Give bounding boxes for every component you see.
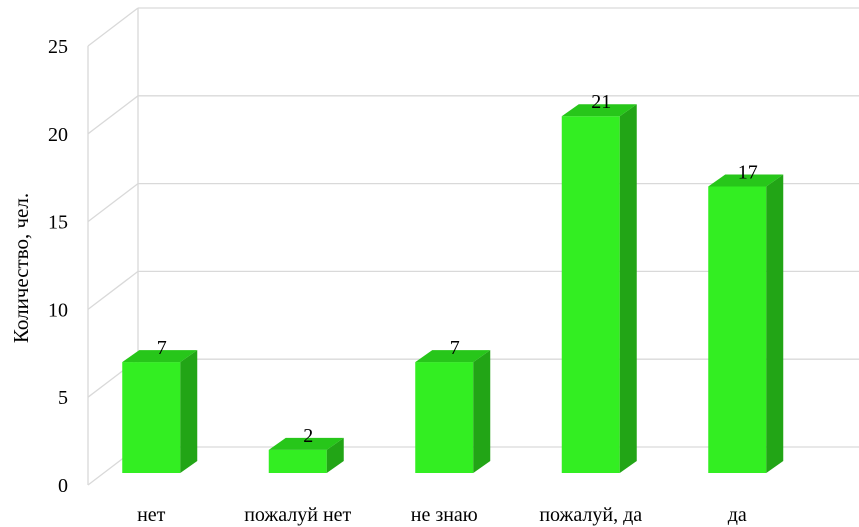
x-category-label: пожалуй, да <box>539 504 642 526</box>
bar-top-face <box>122 350 198 363</box>
bar-top-face <box>268 437 344 450</box>
y-tick-label: 25 <box>48 36 68 58</box>
data-label: 7 <box>157 337 167 359</box>
bar <box>122 350 198 473</box>
bar <box>268 437 344 473</box>
gridline-diagonal <box>87 270 139 310</box>
bar-top-face <box>415 350 491 363</box>
bar-side-face <box>180 350 198 473</box>
y-tick-label: 20 <box>48 124 68 146</box>
data-label: 21 <box>591 91 611 113</box>
bar-side-face <box>619 104 637 474</box>
bar-top-face <box>708 174 784 187</box>
y-axis-title: Количество, чел. <box>9 193 33 343</box>
bars <box>122 104 784 474</box>
x-category-label: не знаю <box>411 504 478 526</box>
bar-front-face <box>268 449 327 473</box>
x-category-label: да <box>728 504 747 526</box>
bar-front-face <box>415 362 474 473</box>
gridline-diagonal <box>87 95 139 135</box>
gridline-diagonal <box>87 7 139 47</box>
data-label: 17 <box>738 161 758 183</box>
y-tick-label: 5 <box>58 387 68 409</box>
labels: 0 5 10 15 20 25 7 нет 2 пожалуй нет 7 не знаю 21 пожа… <box>48 36 758 526</box>
y-tick-label: 10 <box>48 299 68 321</box>
y-tick-label: 0 <box>58 475 68 497</box>
bar-side-face <box>766 174 784 474</box>
bar-front-face <box>122 362 181 473</box>
bar <box>708 174 784 474</box>
bar <box>561 104 637 474</box>
x-category-label: нет <box>137 504 166 526</box>
bar-side-face <box>326 437 344 473</box>
bar-front-face <box>708 186 767 474</box>
y-tick-label: 15 <box>48 212 68 234</box>
gridline-diagonal <box>87 183 139 223</box>
data-label: 2 <box>303 425 313 447</box>
x-category-label: пожалуй нет <box>244 504 351 526</box>
bar-top-face <box>561 104 637 117</box>
bar <box>415 350 491 473</box>
bar-side-face <box>473 350 491 473</box>
bar-front-face <box>561 116 620 474</box>
data-label: 7 <box>450 337 460 359</box>
